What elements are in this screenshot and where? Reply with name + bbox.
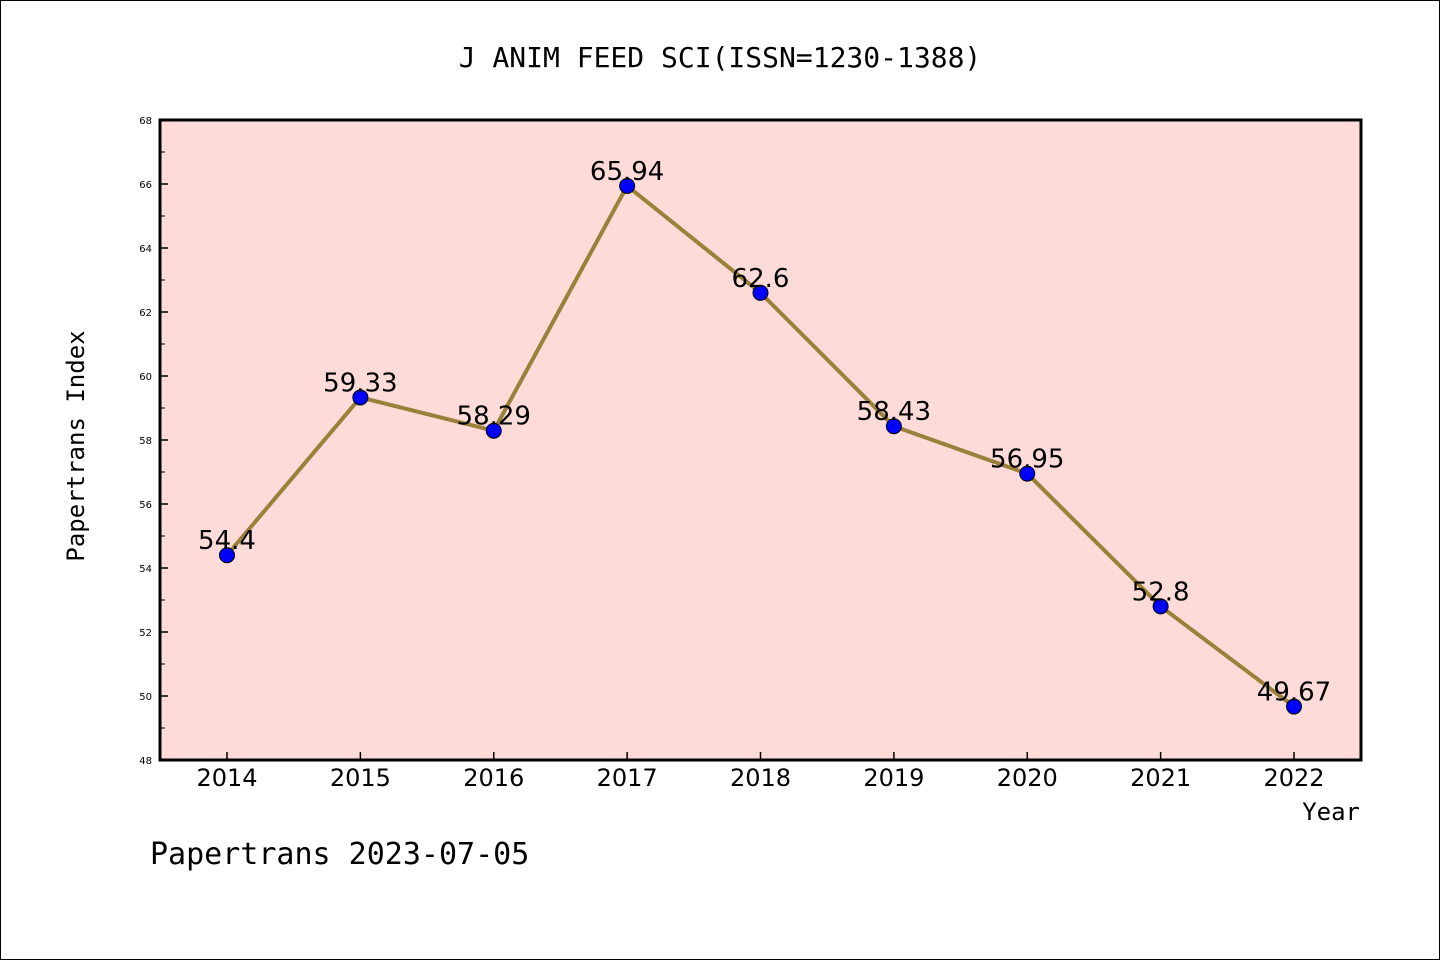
y-tick-label: 62 bbox=[139, 308, 152, 319]
y-tick-label: 60 bbox=[139, 372, 152, 383]
x-tick-label: 2018 bbox=[730, 764, 791, 792]
y-tick-label: 68 bbox=[139, 116, 152, 127]
x-tick-label: 2015 bbox=[330, 764, 391, 792]
data-label: 59.33 bbox=[323, 368, 397, 398]
x-axis-label: Year bbox=[1302, 798, 1360, 826]
data-label: 62.6 bbox=[732, 264, 790, 294]
x-tick-label: 2019 bbox=[863, 764, 924, 792]
data-point bbox=[619, 177, 636, 194]
plot-area bbox=[160, 120, 1361, 760]
plot-border bbox=[158, 118, 1363, 762]
data-label: 49.67 bbox=[1257, 678, 1331, 708]
data-point bbox=[1019, 465, 1036, 482]
data-label: 58.29 bbox=[457, 402, 531, 432]
x-tick-label: 2016 bbox=[463, 764, 524, 792]
data-point bbox=[752, 284, 769, 301]
y-tick-label: 66 bbox=[139, 180, 152, 191]
footer-text: Papertrans 2023-07-05 bbox=[150, 837, 529, 872]
data-point bbox=[1152, 598, 1169, 615]
y-tick-label: 52 bbox=[139, 628, 152, 639]
data-label: 58.43 bbox=[857, 397, 931, 427]
x-axis: 2014 2015 2016 2017 2018 2019 2020 2021 2022 bbox=[196, 752, 1325, 792]
data-point bbox=[485, 422, 502, 439]
chart-title: J ANIM FEED SCI(ISSN=1230-1388) bbox=[459, 41, 982, 74]
y-tick-label: 56 bbox=[139, 500, 152, 511]
x-tick-label: 2014 bbox=[196, 764, 257, 792]
data-label: 65.94 bbox=[590, 157, 664, 187]
y-tick-label: 58 bbox=[139, 436, 152, 447]
x-tick-label: 2022 bbox=[1263, 764, 1324, 792]
x-tick-label: 2017 bbox=[597, 764, 658, 792]
data-point bbox=[885, 418, 902, 435]
data-markers bbox=[219, 177, 1302, 715]
y-tick-label: 50 bbox=[139, 692, 152, 703]
y-tick-label: 64 bbox=[139, 244, 152, 255]
y-axis-label: Papertrans Index bbox=[62, 330, 90, 561]
y-tick-label: 48 bbox=[139, 756, 152, 767]
data-point bbox=[1286, 698, 1302, 715]
x-tick-label: 2021 bbox=[1130, 764, 1191, 792]
data-label: 52.8 bbox=[1132, 577, 1190, 607]
data-labels: 54.4 59.33 58.29 65.94 62.6 58.43 56.95 52.8 49.… bbox=[198, 157, 1331, 708]
data-label: 56.95 bbox=[990, 445, 1064, 475]
data-point bbox=[219, 547, 235, 564]
x-tick-label: 2020 bbox=[997, 764, 1058, 792]
data-label: 54.4 bbox=[198, 526, 256, 556]
y-tick-label: 54 bbox=[139, 564, 152, 575]
data-point bbox=[352, 389, 369, 406]
